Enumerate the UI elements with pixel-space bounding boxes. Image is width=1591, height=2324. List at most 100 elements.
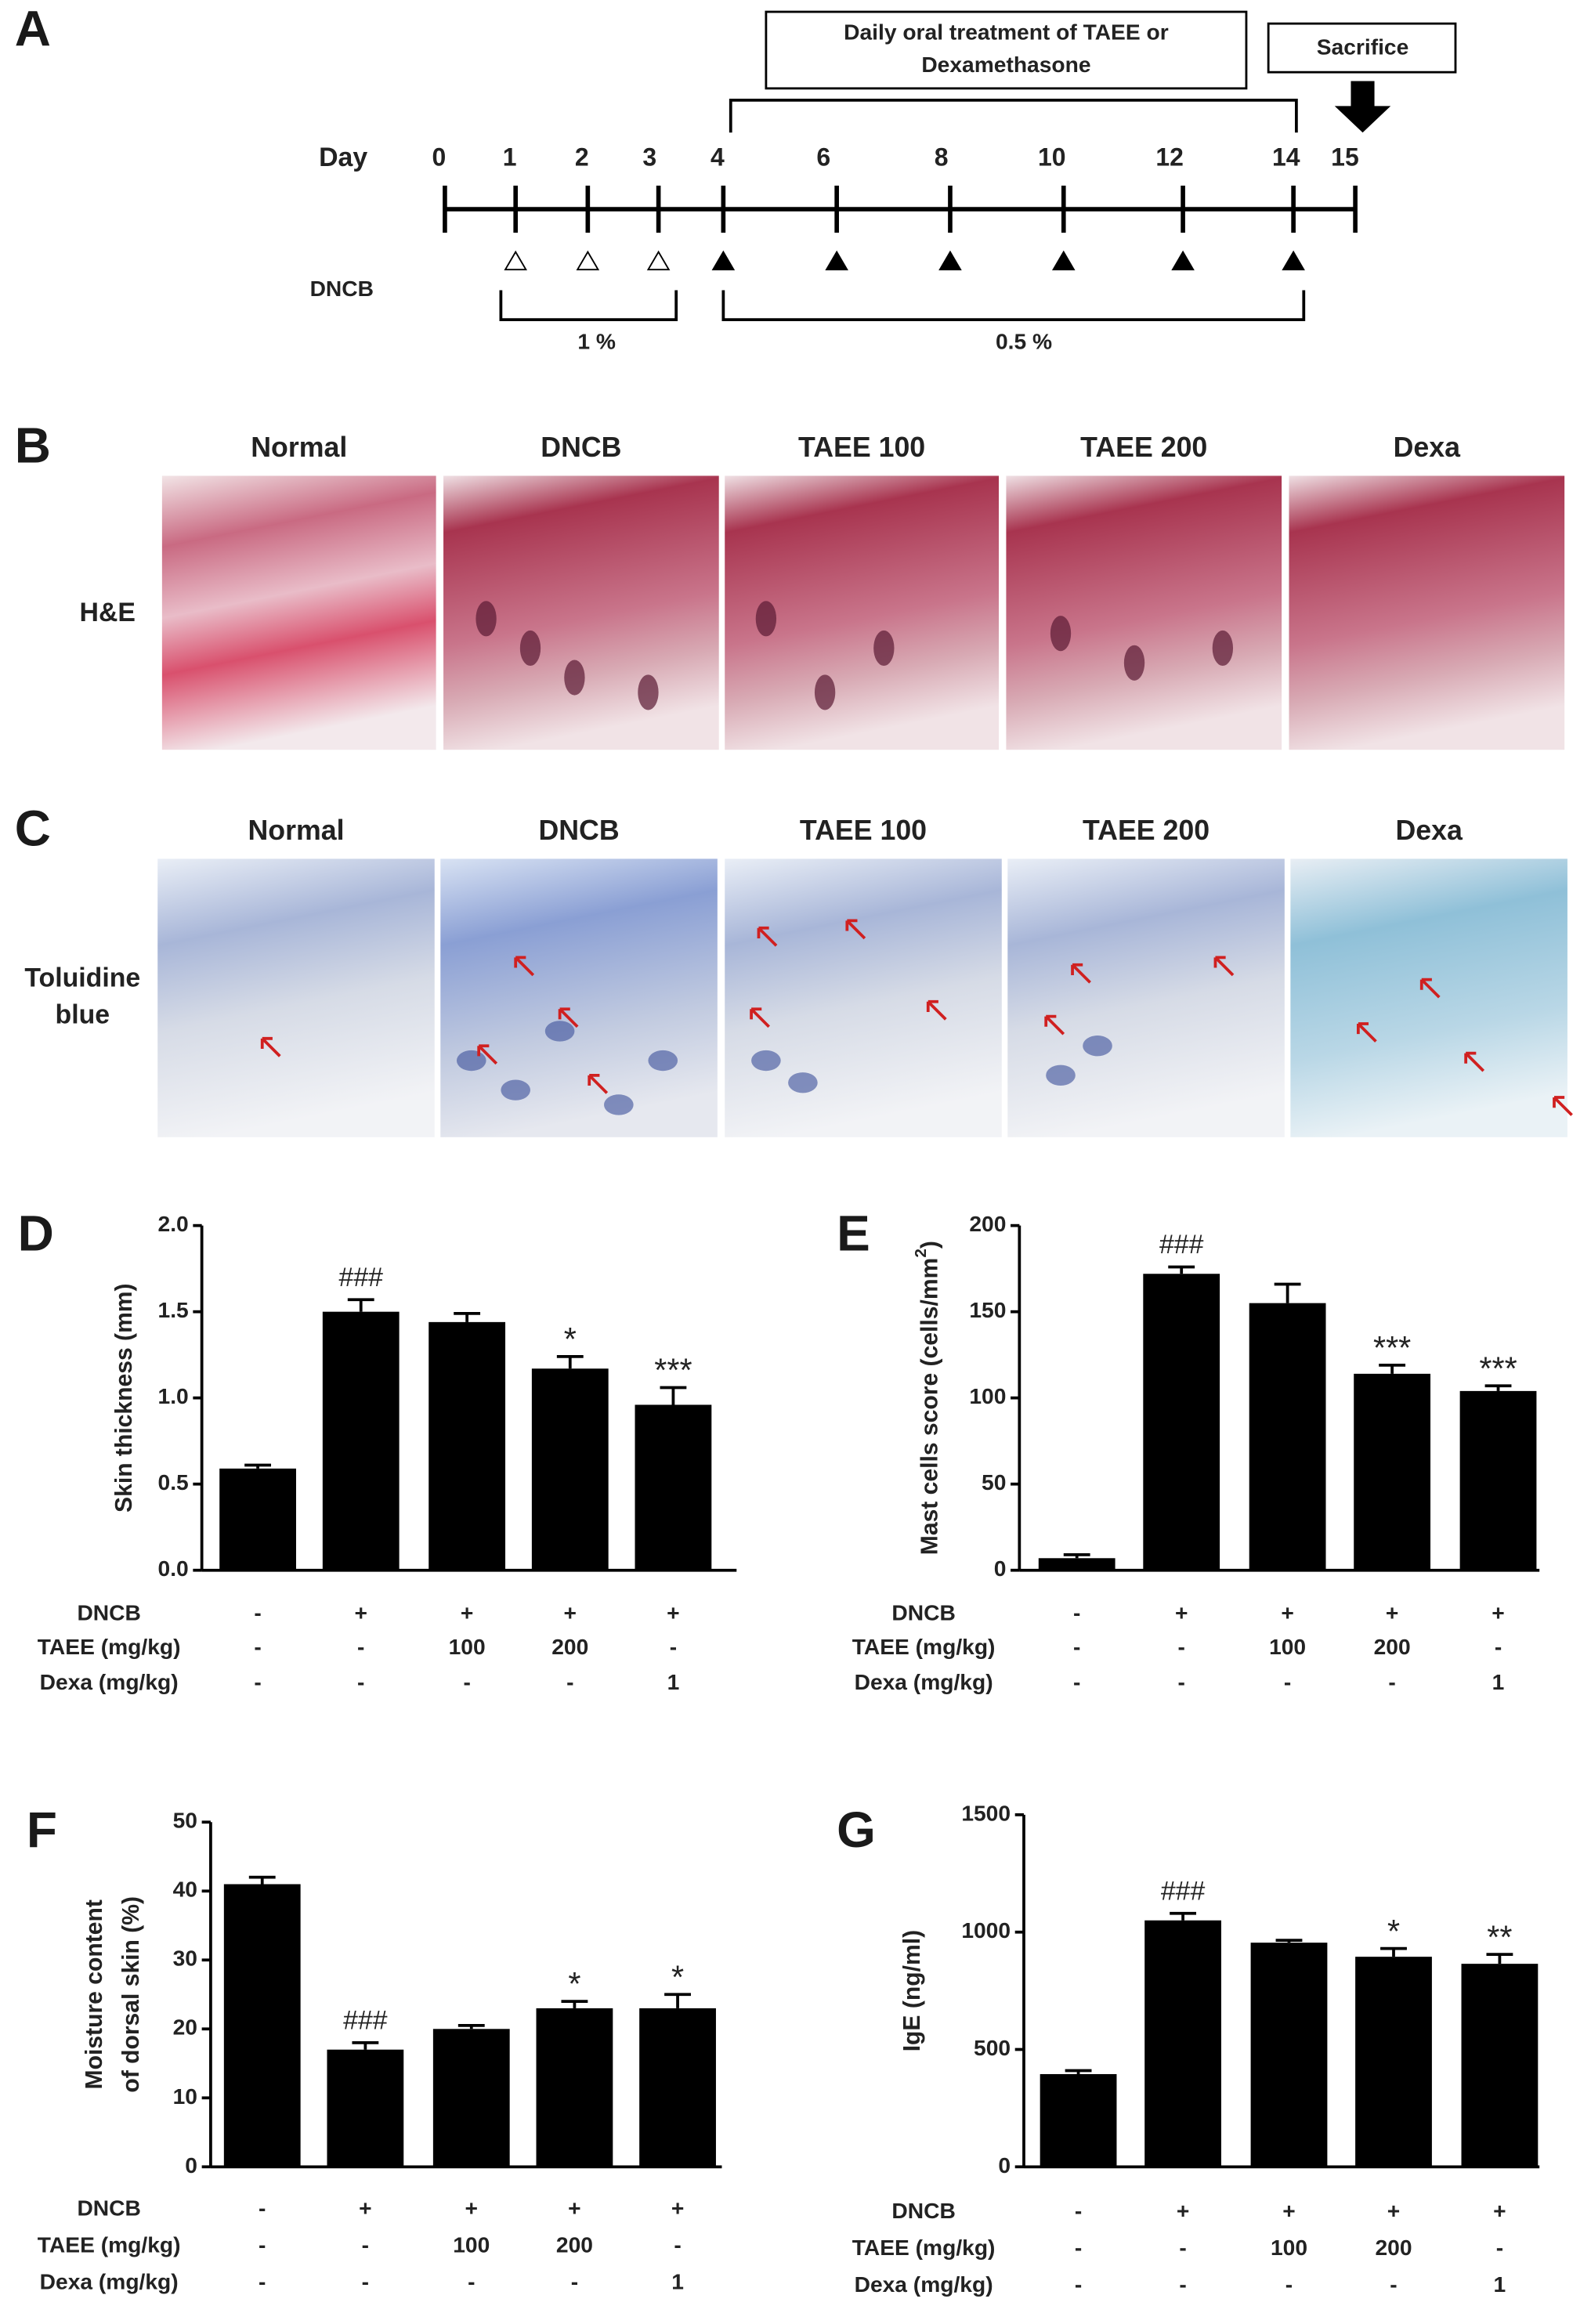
day-number: 15	[1331, 143, 1359, 172]
bar	[1038, 1558, 1116, 1570]
condition-value: 200	[556, 2232, 593, 2257]
condition-value: -	[259, 2268, 266, 2293]
bracket	[721, 290, 1306, 321]
micrograph	[1289, 475, 1565, 750]
condition-value: +	[465, 2195, 478, 2220]
error-bar	[347, 1298, 374, 1312]
column-title: TAEE 200	[1080, 432, 1207, 463]
dncb-marker	[711, 250, 736, 271]
condition-value: -	[357, 1669, 364, 1694]
follicle	[544, 1021, 575, 1042]
condition-value: -	[1285, 2272, 1293, 2297]
bar	[432, 2029, 510, 2167]
y-tick-label: 10	[173, 2084, 197, 2109]
y-axis-label-text: Mast cells score (cells/mm	[917, 1258, 942, 1556]
mast-cell-arrow	[1071, 963, 1091, 984]
bar	[1459, 1390, 1537, 1570]
condition-value: -	[1178, 1634, 1185, 1659]
column-title: TAEE 200	[1083, 815, 1210, 846]
error-bar	[556, 1354, 584, 1369]
dncb-label: DNCB	[310, 276, 374, 301]
bar	[536, 2008, 613, 2167]
condition-value: -	[1179, 2272, 1186, 2297]
follicle	[1212, 630, 1234, 667]
follicle	[1050, 616, 1072, 652]
column-title: TAEE 100	[800, 815, 927, 846]
condition-value: 100	[449, 1634, 486, 1659]
row-label: Toluidine	[24, 963, 140, 993]
panel-label: F	[27, 1802, 57, 1858]
bar	[322, 1311, 400, 1570]
condition-value: 200	[551, 1634, 588, 1659]
mast-cell-arrow	[514, 956, 535, 977]
mast-cell-arrow	[477, 1044, 498, 1065]
follicle	[814, 674, 836, 710]
error-bar	[457, 2024, 485, 2029]
micrograph	[157, 858, 435, 1137]
bar	[428, 1321, 506, 1570]
error-bar	[244, 1463, 272, 1469]
bar	[1040, 2073, 1117, 2167]
day-number: 2	[575, 143, 589, 172]
significance: *	[671, 1959, 684, 1995]
bar	[1354, 1373, 1431, 1570]
condition-value: -	[468, 2268, 475, 2293]
day-number: 6	[816, 143, 830, 172]
condition-value: +	[1281, 1600, 1293, 1625]
condition-value: +	[568, 2195, 580, 2220]
y-tick-label: 20	[173, 2015, 197, 2040]
condition-label: Dexa (mg/kg)	[855, 2272, 993, 2297]
mast-cell-arrow	[757, 926, 778, 947]
dose-label: 1 %	[577, 329, 616, 354]
bar	[223, 1884, 301, 2167]
error-bar	[1379, 1363, 1406, 1374]
panel-label: A	[15, 0, 51, 56]
condition-value: -	[1073, 1669, 1080, 1694]
significance: ###	[343, 2006, 388, 2036]
condition-value: -	[1075, 2198, 1082, 2223]
day-number: 14	[1272, 143, 1300, 172]
significance: *	[1387, 1914, 1400, 1950]
y-axis-label-sup: 2	[913, 1249, 931, 1258]
y-tick-label: 1.5	[158, 1297, 189, 1322]
mast-cell-arrow	[845, 919, 866, 940]
dncb-marker	[938, 250, 962, 271]
day-number: 8	[935, 143, 949, 172]
condition-value: +	[1282, 2198, 1295, 2223]
condition-value: -	[362, 2268, 369, 2293]
condition-value: 1	[671, 2268, 684, 2293]
panel-label: G	[837, 1802, 876, 1858]
dncb-marker	[1171, 250, 1195, 271]
y-tick-label: 50	[173, 1808, 197, 1833]
error-bar	[1170, 1911, 1197, 1921]
bar	[327, 2049, 404, 2167]
condition-value: -	[1178, 1669, 1185, 1694]
condition-label: Dexa (mg/kg)	[40, 1669, 179, 1694]
box-text: Daily oral treatment of TAEE or	[844, 20, 1169, 45]
condition-value: -	[1073, 1600, 1080, 1625]
error-bar	[454, 1311, 481, 1322]
y-axis-label: Skin thickness (mm)	[111, 1283, 137, 1513]
condition-label: DNCB	[891, 2198, 955, 2223]
bar	[1144, 1920, 1221, 2167]
condition-value: +	[1387, 2198, 1400, 2223]
follicle	[638, 674, 659, 710]
condition-value: 1	[1492, 1669, 1505, 1694]
micrograph	[1006, 475, 1282, 750]
significance: ***	[654, 1353, 692, 1389]
bar	[1249, 1303, 1326, 1570]
bracket	[729, 99, 1298, 133]
column-title: Normal	[248, 815, 344, 846]
condition-value: 100	[1269, 1634, 1306, 1659]
day-number: 10	[1038, 143, 1066, 172]
follicle	[648, 1050, 678, 1072]
follicle	[873, 630, 895, 667]
y-tick-label: 1000	[961, 1917, 1011, 1943]
condition-label: TAEE (mg/kg)	[38, 1634, 181, 1659]
condition-value: -	[1496, 2235, 1503, 2260]
significance: ***	[1373, 1330, 1411, 1366]
condition-value: -	[571, 2268, 578, 2293]
y-tick-label: 2.0	[158, 1211, 189, 1236]
y-axis-label: Moisture content	[81, 1899, 107, 2089]
y-tick-label: 150	[969, 1297, 1006, 1322]
